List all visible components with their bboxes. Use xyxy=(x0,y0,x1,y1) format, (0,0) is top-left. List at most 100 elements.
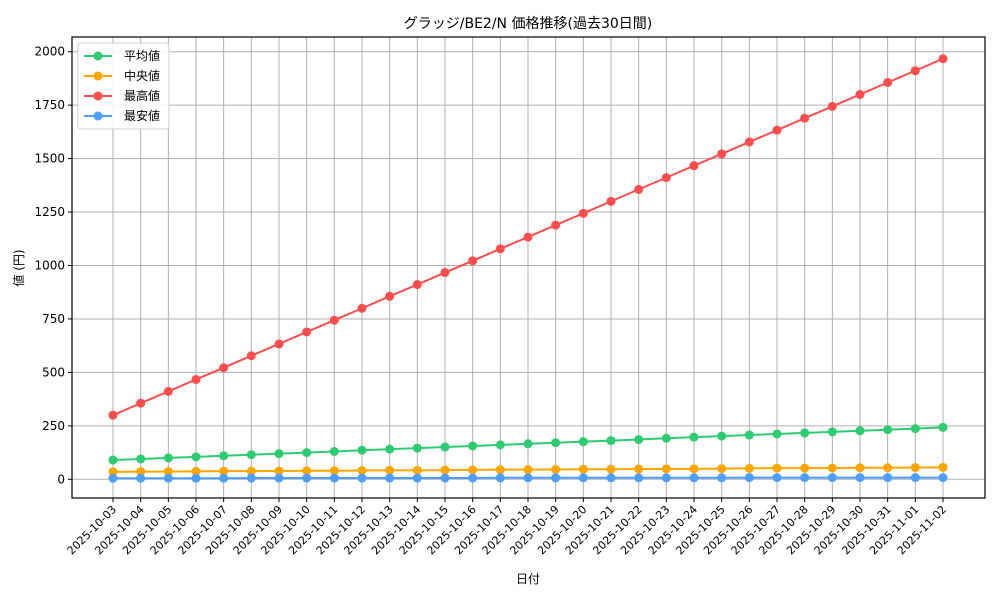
data-point-marker xyxy=(440,465,450,475)
svg-text:最高値: 最高値 xyxy=(124,88,160,103)
data-point-marker xyxy=(385,444,395,454)
data-point-marker xyxy=(717,464,727,474)
data-point-marker xyxy=(274,473,284,483)
data-point-marker xyxy=(191,473,201,483)
data-point-marker xyxy=(357,466,367,476)
data-point-marker xyxy=(357,445,367,455)
data-point-marker xyxy=(578,208,588,218)
data-point-marker xyxy=(385,291,395,301)
data-point-marker xyxy=(329,466,339,476)
data-point-marker xyxy=(219,466,229,476)
data-point-marker xyxy=(661,464,671,474)
data-point-marker xyxy=(910,66,920,76)
data-point-marker xyxy=(302,473,312,483)
data-point-marker xyxy=(246,351,256,361)
data-point-marker xyxy=(329,473,339,483)
data-point-marker xyxy=(717,473,727,483)
legend-item-max: 最高値 xyxy=(84,88,160,103)
data-point-marker xyxy=(800,463,810,473)
data-point-marker xyxy=(606,436,616,446)
y-tick-label: 1250 xyxy=(34,205,65,219)
data-point-marker xyxy=(772,473,782,483)
data-point-marker xyxy=(136,473,146,483)
data-point-marker xyxy=(910,463,920,473)
data-point-marker xyxy=(440,268,450,278)
data-point-marker xyxy=(440,473,450,483)
data-point-marker xyxy=(191,452,201,462)
data-point-marker xyxy=(689,432,699,442)
legend-item-median: 中央値 xyxy=(84,68,160,83)
data-point-marker xyxy=(661,433,671,443)
y-tick-label: 1500 xyxy=(34,152,65,166)
data-point-marker xyxy=(329,447,339,457)
data-point-marker xyxy=(827,473,837,483)
data-point-marker xyxy=(855,473,865,483)
data-point-marker xyxy=(578,464,588,474)
data-point-marker xyxy=(523,439,533,449)
data-point-marker xyxy=(606,196,616,206)
data-point-marker xyxy=(495,440,505,450)
y-tick-label: 750 xyxy=(42,312,65,326)
y-tick-label: 0 xyxy=(57,472,65,486)
data-point-marker xyxy=(468,256,478,266)
data-point-marker xyxy=(661,173,671,183)
data-point-marker xyxy=(108,473,118,483)
data-point-marker xyxy=(800,113,810,123)
series-line xyxy=(108,422,948,465)
data-point-marker xyxy=(578,437,588,447)
data-point-marker xyxy=(191,466,201,476)
chart-title: グラッジ/BE2/N 価格推移(過去30日間) xyxy=(404,16,652,32)
data-point-marker xyxy=(634,473,644,483)
data-point-marker xyxy=(163,473,173,483)
data-point-marker xyxy=(910,473,920,483)
data-point-marker xyxy=(412,443,422,453)
data-point-marker xyxy=(412,473,422,483)
data-point-marker xyxy=(412,280,422,290)
legend: 平均値 中央値 最高値 最安値 xyxy=(77,42,170,130)
data-point-marker xyxy=(938,54,948,64)
data-point-marker xyxy=(495,473,505,483)
grid-lines xyxy=(72,37,985,498)
data-point-marker xyxy=(883,77,893,87)
legend-marker-icon xyxy=(93,51,103,61)
data-point-marker xyxy=(302,466,312,476)
data-point-marker xyxy=(827,101,837,111)
data-point-marker xyxy=(163,453,173,463)
legend-item-min: 最安値 xyxy=(84,108,160,123)
legend-marker-icon xyxy=(93,91,103,101)
data-point-marker xyxy=(385,473,395,483)
data-point-marker xyxy=(800,473,810,483)
svg-text:最安値: 最安値 xyxy=(124,108,160,123)
data-point-marker xyxy=(744,463,754,473)
data-point-marker xyxy=(495,244,505,254)
data-point-marker xyxy=(357,303,367,313)
data-point-marker xyxy=(551,464,561,474)
data-point-marker xyxy=(938,473,948,483)
data-point-marker xyxy=(136,467,146,477)
data-point-marker xyxy=(219,473,229,483)
legend-marker-icon xyxy=(93,111,103,121)
data-point-marker xyxy=(772,429,782,439)
series-line xyxy=(108,462,948,477)
data-point-marker xyxy=(855,463,865,473)
data-point-marker xyxy=(302,448,312,458)
data-point-marker xyxy=(274,466,284,476)
y-tick-label: 1750 xyxy=(34,98,65,112)
y-axis-label: 値 (円) xyxy=(11,249,26,286)
data-point-marker xyxy=(606,473,616,483)
data-point-marker xyxy=(661,473,671,483)
svg-text:中央値: 中央値 xyxy=(124,68,160,83)
data-point-marker xyxy=(246,473,256,483)
data-point-marker xyxy=(689,473,699,483)
data-point-marker xyxy=(274,449,284,459)
data-point-marker xyxy=(136,454,146,464)
data-point-marker xyxy=(440,442,450,452)
data-point-marker xyxy=(523,473,533,483)
y-tick-label: 1000 xyxy=(34,259,65,273)
y-tick-label: 2000 xyxy=(34,45,65,59)
series-lines xyxy=(108,54,948,483)
data-point-marker xyxy=(163,386,173,396)
data-point-marker xyxy=(274,339,284,349)
data-point-marker xyxy=(855,426,865,436)
